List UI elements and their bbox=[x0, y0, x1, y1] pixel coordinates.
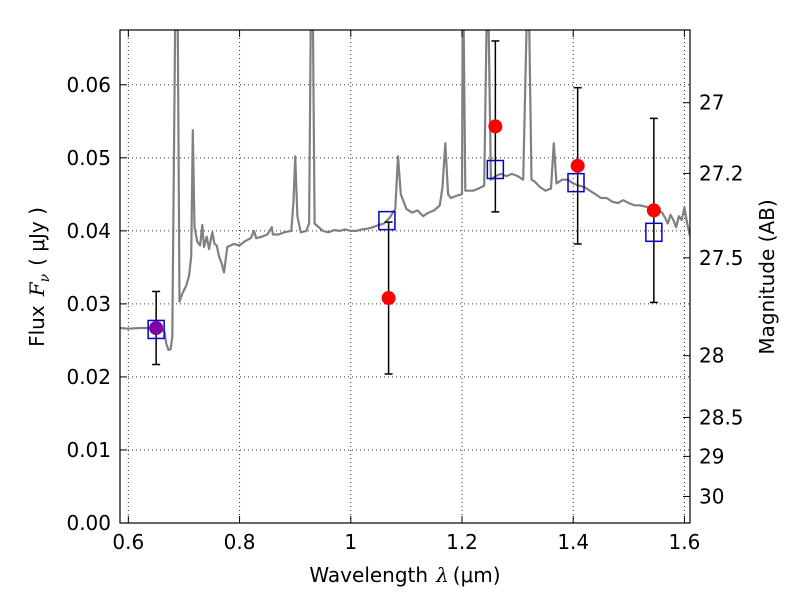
observed-flux-point bbox=[570, 158, 585, 173]
y-axis-unit: ( μJy ) bbox=[25, 207, 49, 266]
y-axis-symbol: F bbox=[25, 281, 49, 297]
spectrum-layer bbox=[120, 30, 690, 351]
y-axis-symbol-subscript: ν bbox=[37, 273, 53, 282]
y2-tick-label: 27 bbox=[699, 91, 724, 115]
plot-frame bbox=[119, 29, 691, 524]
model-photometry-square bbox=[147, 319, 165, 340]
y-tick-label: 0.02 bbox=[66, 365, 111, 389]
y2-tick-label: 27.2 bbox=[699, 161, 744, 185]
axes-layer: 0.6 0.8 1 1.2 1.4 1.6 0.00 0.01 0.02 0.03 0.04 0.05… bbox=[66, 30, 744, 554]
spectrum-line bbox=[120, 30, 690, 351]
y-tick-label: 0.01 bbox=[66, 438, 111, 462]
y-tick-label: 0.05 bbox=[66, 146, 111, 170]
y-tick-label: 0.03 bbox=[66, 292, 111, 316]
x-tick-label: 1.6 bbox=[669, 530, 701, 554]
y2-tick-label: 28.5 bbox=[699, 405, 744, 429]
observed-flux-point bbox=[149, 320, 164, 335]
x-axis-label: Wavelength λ (μm) bbox=[309, 563, 500, 587]
data-points-layer bbox=[147, 40, 663, 375]
x-axis-unit: (μm) bbox=[453, 563, 501, 587]
observed-flux-point bbox=[488, 119, 503, 134]
x-axis-label-text: Wavelength bbox=[309, 563, 428, 587]
x-tick-label: 1 bbox=[344, 530, 357, 554]
y-tick-label: 0.04 bbox=[66, 219, 111, 243]
x-tick-label: 0.6 bbox=[112, 530, 144, 554]
model-photometry-square bbox=[486, 159, 505, 180]
x-tick-label: 1.2 bbox=[446, 530, 478, 554]
y2-tick-label: 29 bbox=[699, 444, 724, 468]
model-photometry-square bbox=[645, 222, 663, 243]
x-tick-label: 0.8 bbox=[224, 530, 256, 554]
y2-tick-label: 30 bbox=[699, 484, 724, 508]
y-tick-label: 0.00 bbox=[66, 511, 111, 535]
model-photometry-square bbox=[567, 172, 585, 193]
y-axis-label-text: Flux bbox=[25, 305, 49, 347]
y2-tick-label: 28 bbox=[699, 344, 724, 368]
y-axis-label: Flux Fν ( μJy ) bbox=[25, 207, 53, 347]
x-axis-symbol: λ bbox=[435, 563, 449, 587]
y2-axis-label: Magnitude (AB) bbox=[755, 199, 779, 354]
grid-lines bbox=[120, 30, 690, 524]
observed-flux-point bbox=[646, 203, 661, 218]
observed-flux-point bbox=[381, 291, 396, 306]
y2-tick-label: 27.5 bbox=[699, 246, 744, 270]
model-photometry-square bbox=[378, 210, 396, 231]
y-tick-label: 0.06 bbox=[66, 73, 111, 97]
x-tick-label: 1.4 bbox=[557, 530, 589, 554]
